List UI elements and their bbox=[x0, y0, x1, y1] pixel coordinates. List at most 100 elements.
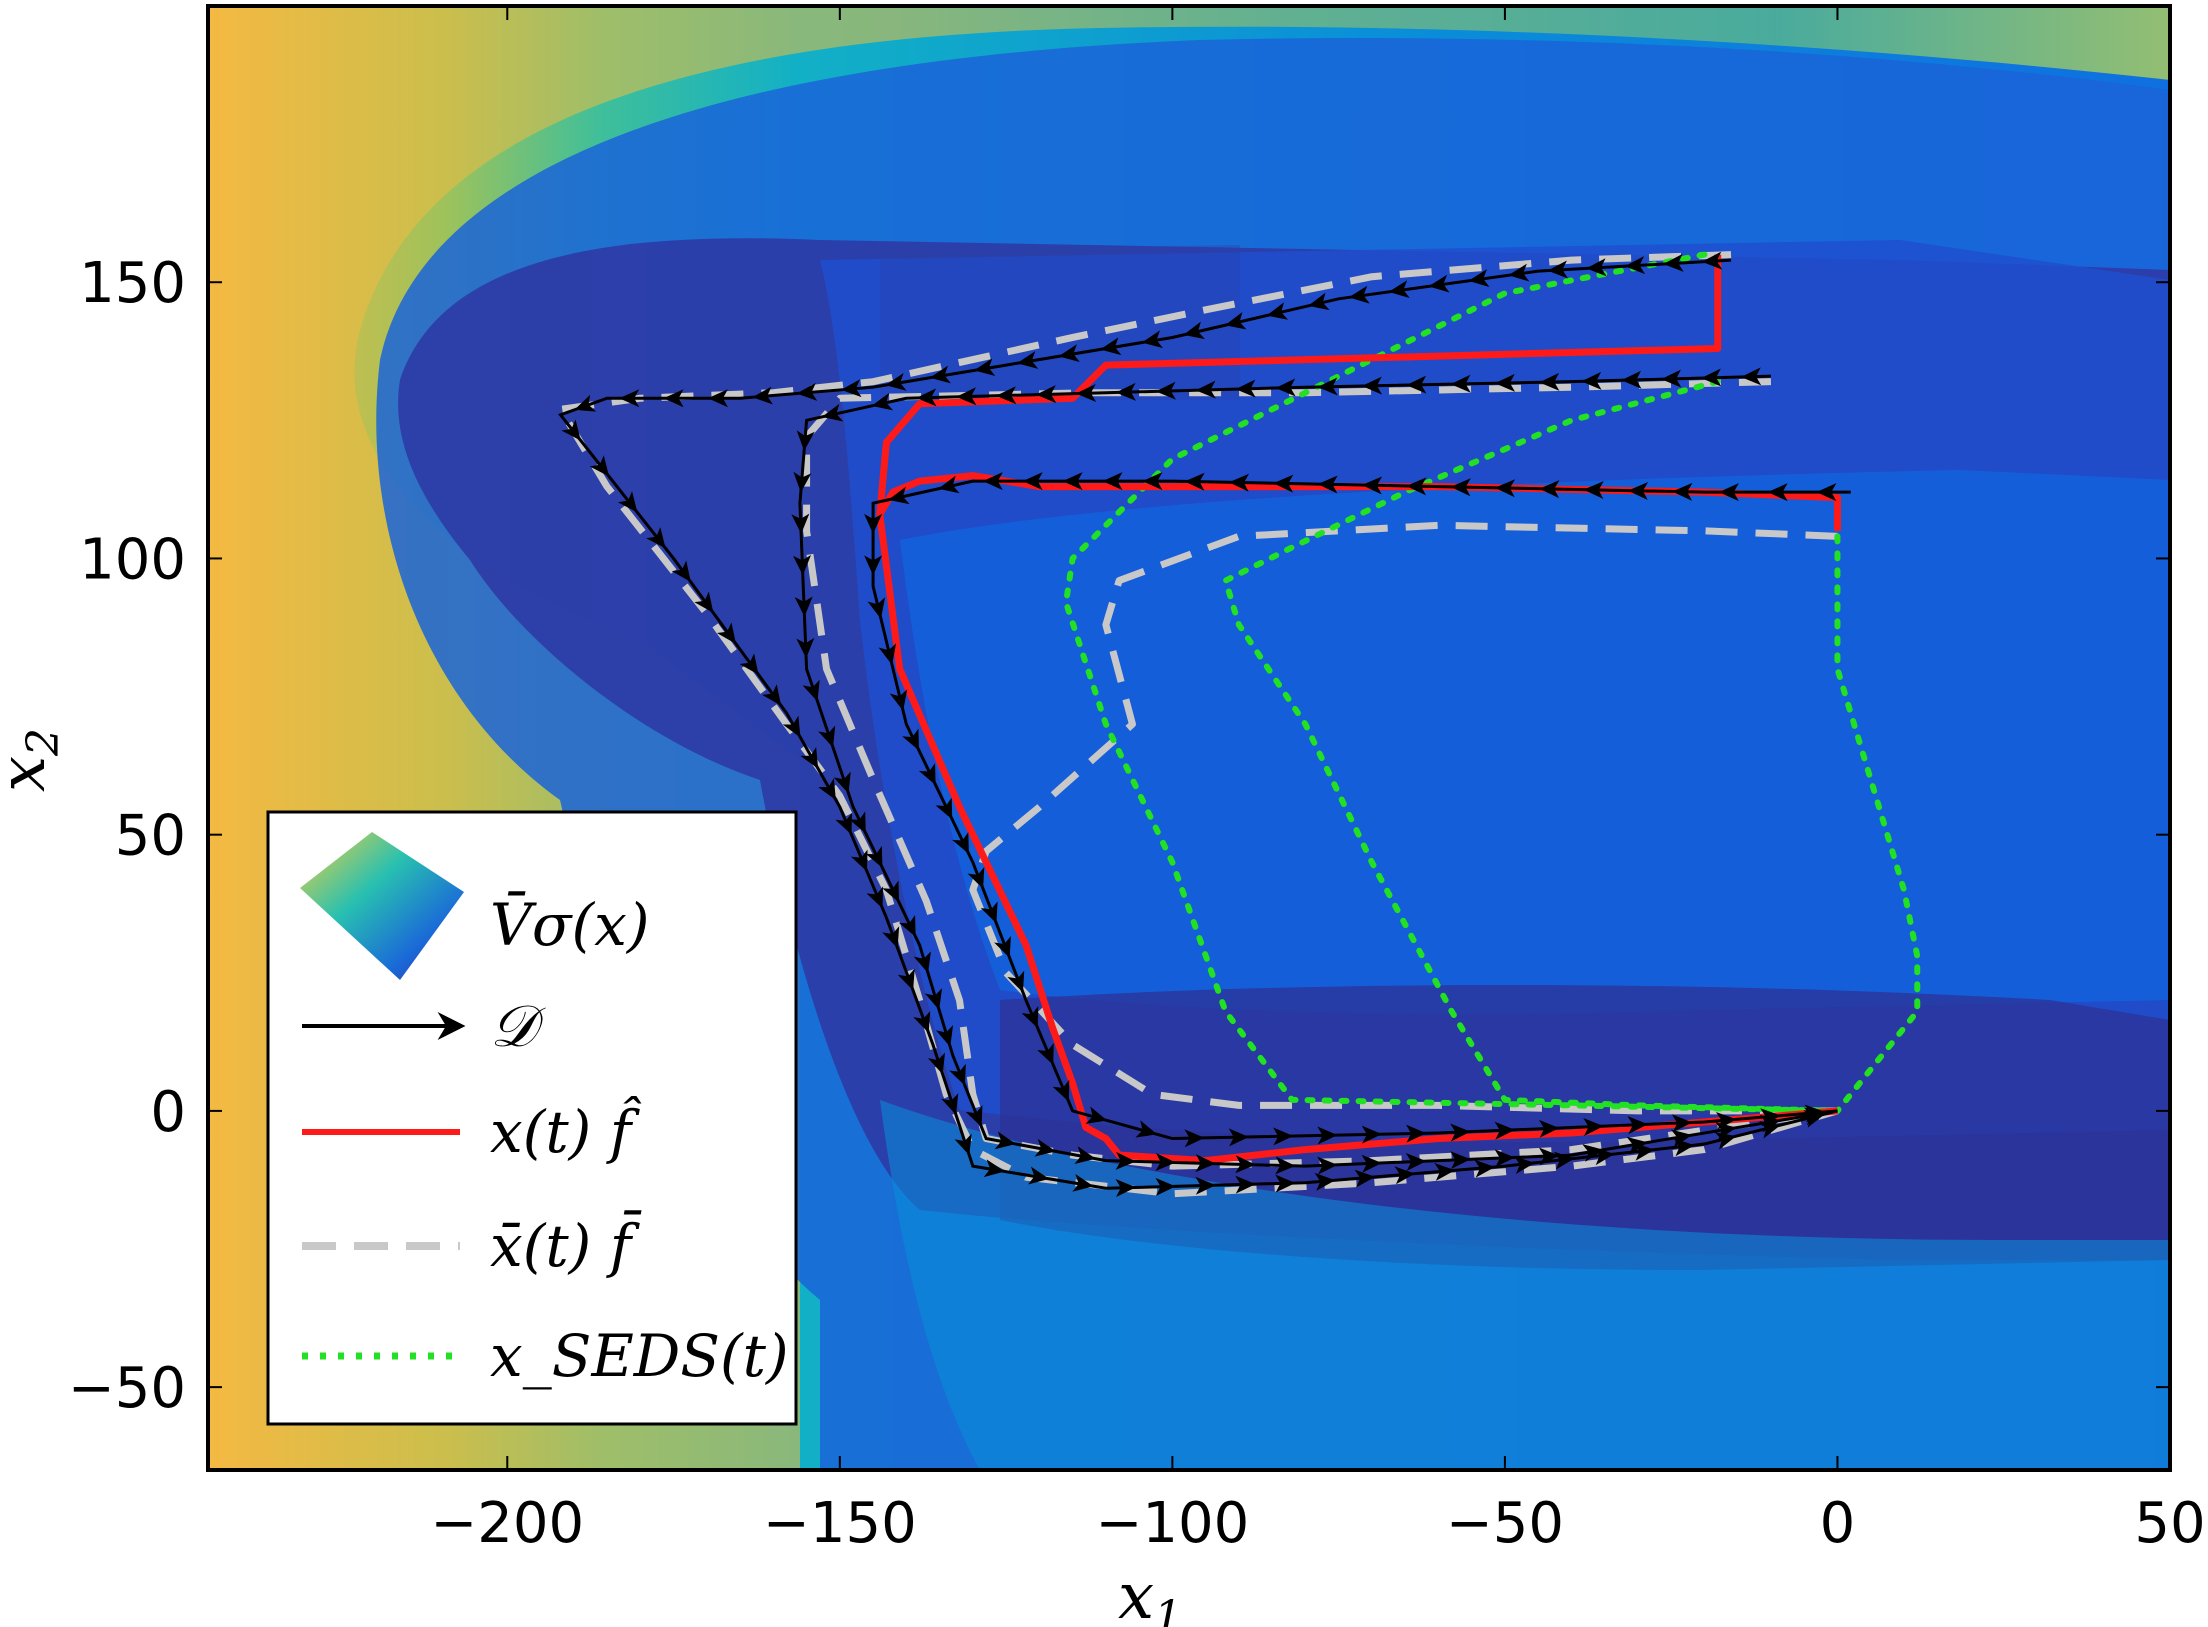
x-axis-label: x1 bbox=[1118, 1560, 1182, 1627]
demonstration-arrow bbox=[619, 389, 640, 408]
series-line-solid-red bbox=[876, 254, 1838, 1165]
legend-label-reference: x̄(t) f̄ bbox=[490, 1209, 642, 1280]
demonstration-arrow bbox=[1052, 1079, 1070, 1102]
legend: V̄σ(x) 𝒟 x(t) f̂ x̄(t) f̄ x_SEDS(t) bbox=[266, 810, 798, 1426]
demonstration-arrow bbox=[1450, 1123, 1471, 1142]
x-tick-label: 50 bbox=[2134, 1491, 2205, 1556]
demonstration-arrow bbox=[1494, 1149, 1515, 1168]
demonstration-arrow bbox=[1314, 1172, 1336, 1191]
demonstration-arrow bbox=[1021, 1006, 1039, 1029]
demonstration-arrow bbox=[938, 475, 960, 494]
demonstration-arrow bbox=[1474, 1159, 1495, 1178]
demonstration-arrow bbox=[1273, 1127, 1294, 1146]
demonstration-arrow bbox=[1701, 251, 1723, 270]
demonstration-arrow bbox=[1235, 1155, 1256, 1174]
demonstration-arrow bbox=[1155, 1153, 1176, 1172]
demonstration-arrow bbox=[1275, 1156, 1296, 1175]
demonstration-arrow bbox=[983, 1159, 1005, 1178]
demonstration-arrow bbox=[974, 358, 996, 377]
demonstration-arrow bbox=[796, 430, 815, 452]
demonstration-arrow bbox=[956, 387, 977, 406]
x-tick-label: −100 bbox=[1095, 1491, 1249, 1556]
demonstration-arrow bbox=[850, 849, 868, 872]
demonstration-arrow bbox=[646, 527, 666, 549]
demonstration-arrow bbox=[1586, 258, 1607, 277]
demonstration-arrow bbox=[1450, 1151, 1471, 1170]
demonstration-arrow bbox=[1718, 483, 1739, 502]
demonstration-arrow bbox=[1034, 1138, 1056, 1157]
demonstration-arrow bbox=[913, 1010, 931, 1033]
demonstration-arrow bbox=[882, 880, 900, 903]
demonstration-arrows bbox=[558, 251, 1851, 1197]
demonstration-arrow bbox=[1085, 1106, 1108, 1124]
demonstration-arrow bbox=[929, 365, 951, 384]
demonstration-arrow bbox=[952, 832, 969, 855]
demonstration-arrow bbox=[1816, 483, 1837, 502]
demonstration-arrow bbox=[1184, 1129, 1205, 1148]
demonstration-arrow bbox=[1428, 274, 1450, 293]
demonstration-arrow bbox=[1741, 367, 1762, 386]
demonstration-arrow bbox=[965, 1105, 983, 1128]
demonstration-arrow bbox=[793, 471, 812, 493]
demonstration-arrow bbox=[1195, 1154, 1216, 1173]
demonstration-arrow bbox=[1538, 1119, 1560, 1138]
y-tick-label: 50 bbox=[115, 804, 186, 869]
demonstration-arrow bbox=[561, 419, 581, 441]
demonstration-arrow bbox=[1583, 1117, 1604, 1136]
demonstration-arrow bbox=[1135, 1120, 1158, 1138]
demonstration-arrow bbox=[694, 591, 714, 613]
demonstration-arrow bbox=[1317, 1156, 1338, 1175]
demonstration-arrow bbox=[1155, 1177, 1176, 1196]
demonstration-arrow bbox=[1075, 383, 1097, 402]
demonstration-arrow bbox=[752, 386, 773, 405]
demonstration-arrow bbox=[1715, 1111, 1737, 1130]
demonstration-arrow bbox=[913, 951, 931, 974]
surface-swatch-icon bbox=[300, 832, 464, 980]
demonstration-arrow bbox=[1036, 385, 1057, 404]
demonstration-arrow bbox=[1361, 376, 1383, 395]
demonstration-arrow bbox=[1621, 370, 1642, 389]
demonstration-arrow bbox=[1450, 478, 1471, 497]
demonstration-arrow bbox=[1184, 472, 1205, 491]
y-tick-label: 100 bbox=[79, 527, 186, 592]
demonstration-arrow bbox=[1361, 476, 1383, 495]
demonstration-arrow bbox=[739, 653, 759, 675]
demonstration-arrow bbox=[1017, 351, 1039, 369]
demonstration-arrow bbox=[1115, 1178, 1136, 1197]
demonstration-arrow bbox=[1102, 472, 1123, 491]
demonstration-arrow bbox=[1701, 368, 1722, 387]
demonstration-arrow bbox=[782, 715, 801, 738]
demonstration-arrow bbox=[791, 513, 810, 534]
y-tick-label: 150 bbox=[79, 251, 186, 316]
demonstration-arrow bbox=[982, 472, 1003, 491]
demonstration-arrow bbox=[1141, 330, 1163, 349]
demonstration-arrow bbox=[1405, 1152, 1427, 1171]
demonstration-arrow bbox=[1388, 280, 1410, 299]
demonstration-arrow bbox=[1539, 480, 1560, 499]
demonstration-arrow bbox=[1183, 321, 1205, 340]
legend-label-surface: V̄σ(x) bbox=[490, 890, 649, 959]
demonstration-arrow bbox=[924, 988, 943, 1010]
demonstration-arrow bbox=[935, 1025, 954, 1047]
y-axis-ticks: −50 0 50 100 150 bbox=[68, 251, 2170, 1421]
demonstration-arrow bbox=[821, 403, 844, 422]
demonstration-arrow bbox=[796, 637, 815, 659]
demonstration-arrow bbox=[1468, 269, 1490, 288]
series-line-solid-red bbox=[876, 472, 1841, 531]
demonstration-arrow bbox=[871, 392, 894, 411]
demonstration-arrow bbox=[1275, 378, 1296, 397]
demonstration-arrow bbox=[716, 622, 736, 644]
demonstration-arrow bbox=[1450, 374, 1471, 393]
demonstration-arrow bbox=[885, 372, 907, 391]
demonstration-arrow bbox=[1581, 371, 1602, 390]
demonstration-arrow bbox=[1508, 263, 1530, 282]
demonstration-arrow bbox=[796, 382, 818, 401]
demonstration-arrow bbox=[617, 491, 638, 513]
demonstration-arrow bbox=[1195, 380, 1216, 399]
demonstration-arrow bbox=[1348, 285, 1370, 304]
demonstration-arrow bbox=[996, 386, 1017, 405]
demonstration-arrow bbox=[1028, 1166, 1050, 1185]
demonstration-arrow bbox=[1115, 382, 1137, 401]
demonstration-arrow bbox=[707, 389, 728, 408]
demonstration-arrow bbox=[840, 379, 862, 398]
